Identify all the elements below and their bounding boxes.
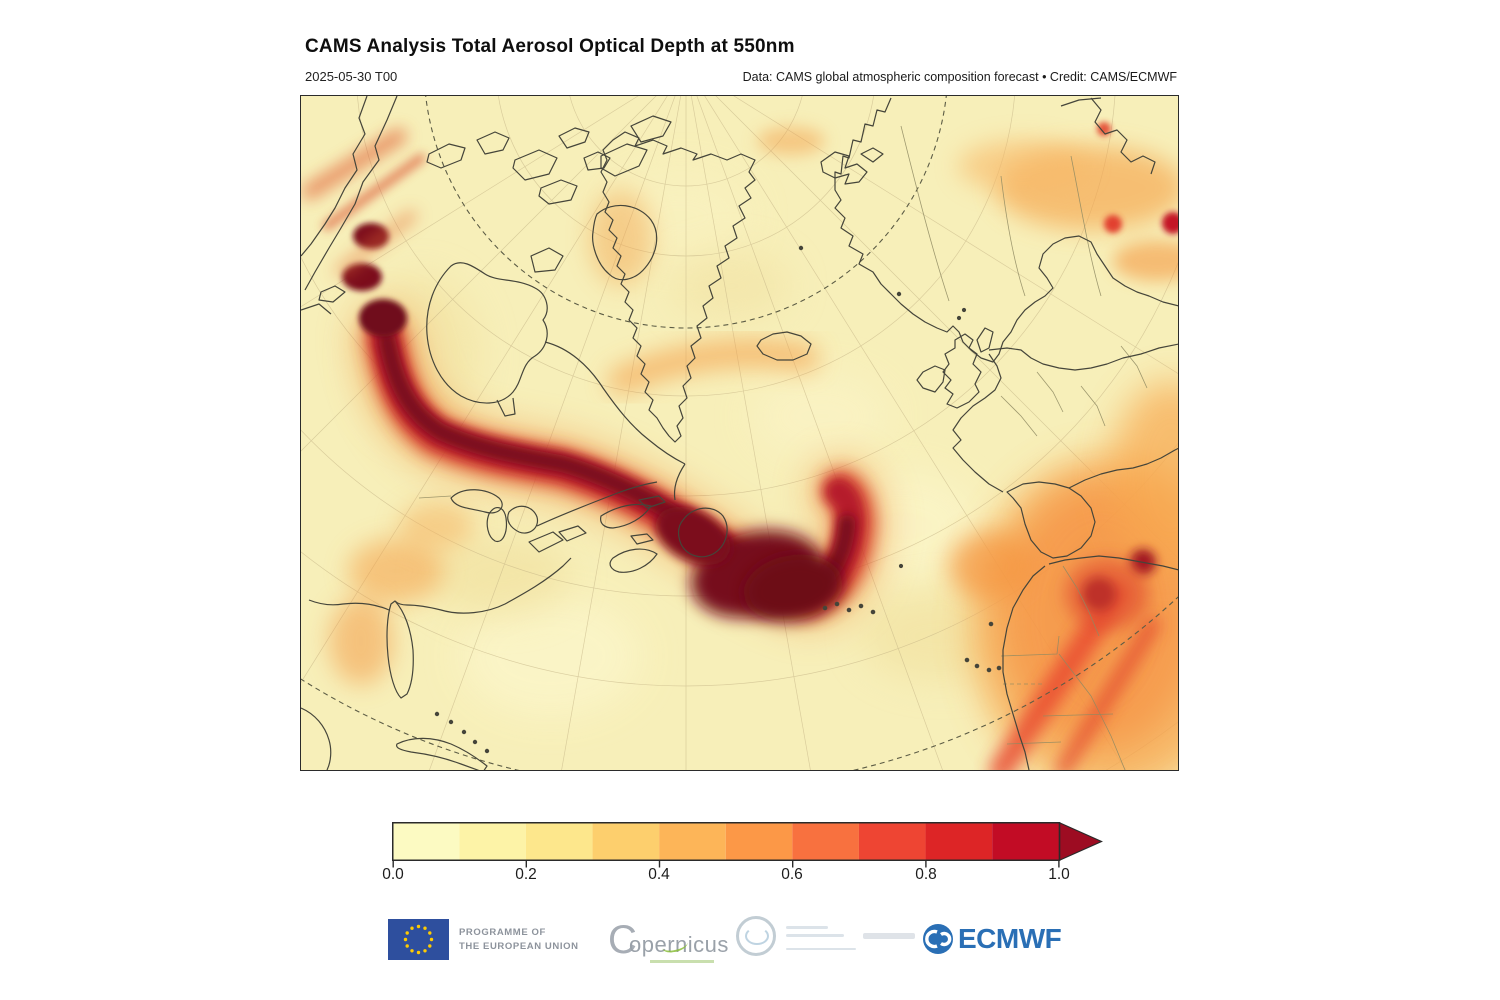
newfoundland	[677, 507, 728, 558]
gulf-st-lawrence	[536, 481, 728, 573]
colorbar-segments	[392, 822, 1060, 861]
copernicus-tagline	[650, 960, 714, 963]
analysis-datetime: 2025-05-30 T00	[305, 69, 398, 84]
colorbar-segment	[392, 822, 460, 861]
colorbar-segment	[992, 822, 1060, 861]
figure-title: CAMS Analysis Total Aerosol Optical Dept…	[305, 36, 795, 57]
aod-map-frame	[300, 95, 1179, 771]
ams-swirl-icon	[736, 916, 776, 956]
colorbar-segment	[525, 822, 593, 861]
hudson-bay	[426, 262, 548, 404]
colorbar-segment	[659, 822, 726, 861]
caribbean	[396, 711, 490, 770]
atmosphere-monitoring-service-logo	[736, 916, 856, 966]
colorbar-tick-label: 0.8	[915, 866, 937, 883]
colorbar-segment	[925, 822, 993, 861]
ams-text-line	[786, 926, 828, 929]
eu-flag-logo	[388, 919, 449, 960]
arctic-archipelago	[426, 115, 672, 281]
africa-coast	[964, 555, 1178, 770]
ecmwf-label: ECMWF	[958, 923, 1062, 954]
country-borders	[418, 125, 1148, 770]
colorbar: 0.0 0.2 0.4 0.6 0.8 1.0	[382, 821, 1104, 892]
eu-programme-line1: PROGRAMME OF	[459, 927, 546, 938]
europe-coast	[952, 353, 1178, 559]
svalbard	[820, 147, 884, 185]
colorbar-tick-label: 1.0	[1048, 866, 1070, 883]
colorbar-tick-label: 0.4	[648, 866, 670, 883]
denmark	[976, 327, 994, 353]
colorbar-tick-label: 0.6	[781, 866, 803, 883]
alaska-coast	[301, 96, 368, 257]
cuba	[396, 737, 488, 770]
colorbar-segment	[459, 822, 526, 861]
great-lakes	[450, 489, 587, 553]
ams-text-line	[786, 948, 856, 950]
baffin-island	[592, 204, 658, 281]
iberia	[1006, 481, 1096, 559]
copernicus-logo: C opernicus	[608, 916, 728, 966]
ecmwf-icon	[923, 924, 953, 954]
implemented-by-text	[863, 933, 915, 939]
colorbar-tick-label: 0.2	[515, 866, 537, 883]
eu-programme-line2: THE EUROPEAN UNION	[459, 940, 579, 952]
europe-haze	[757, 122, 1178, 281]
colorbar-tickmarks	[392, 860, 1060, 868]
copernicus-wordmark: opernicus	[629, 932, 729, 957]
eu-flag-stars	[403, 924, 434, 955]
coastlines	[301, 96, 1178, 770]
colorbar-tick-label: 0.0	[382, 866, 404, 883]
scandinavia	[834, 97, 1178, 371]
colorbar-svg	[392, 821, 1103, 868]
secondary-smoke-streaks	[589, 190, 819, 394]
labrador-coast	[544, 341, 686, 465]
colorbar-overflow-arrow	[1058, 821, 1103, 862]
colorbar-segment	[592, 822, 660, 861]
us-coastal-haze	[329, 502, 474, 685]
colorbar-segment	[725, 822, 793, 861]
eu-programme-text: PROGRAMME OF THE EUROPEAN UNION	[459, 926, 579, 954]
colorbar-segment	[792, 822, 859, 861]
florida	[386, 600, 414, 699]
data-credit: Data: CAMS global atmospheric compositio…	[742, 70, 1177, 84]
aod-map	[301, 96, 1178, 770]
ecmwf-logo: ECMWF	[922, 921, 1062, 957]
iceland	[756, 331, 812, 361]
us-east-coast	[301, 557, 572, 770]
greenland	[600, 131, 756, 443]
sahara-dust-plume	[949, 381, 1178, 770]
copernicus-c: C	[608, 918, 637, 962]
colorbar-tick-labels: 0.0 0.2 0.4 0.6 0.8 1.0	[382, 866, 1070, 888]
aerosol-field	[301, 122, 1178, 770]
ams-text-line	[786, 934, 844, 937]
azores	[822, 563, 904, 615]
colorbar-segment	[858, 822, 926, 861]
smoke-plume	[301, 128, 888, 630]
colorbar-outline	[392, 822, 1061, 861]
